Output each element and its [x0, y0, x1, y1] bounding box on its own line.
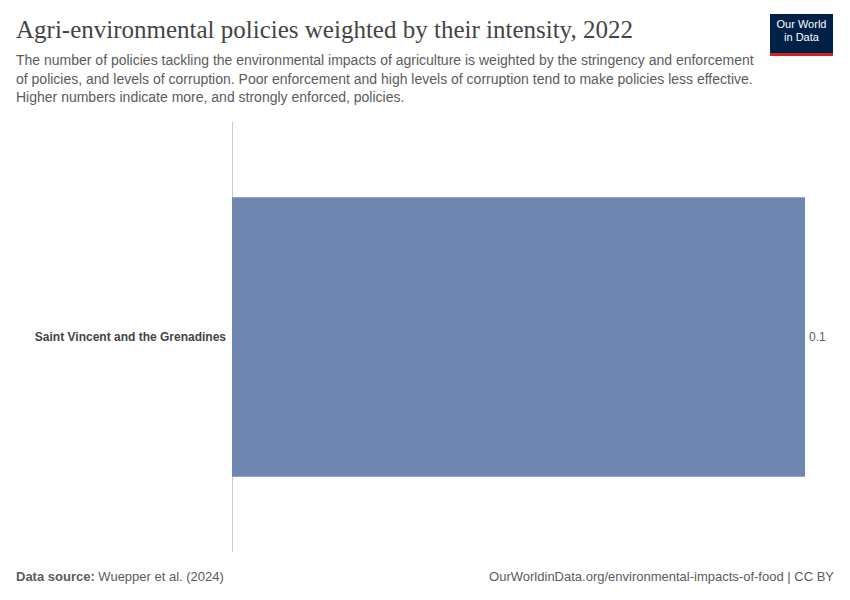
html-text:in Data: in Data: [784, 31, 819, 43]
html-text:OurWorldinData.org/environment: OurWorldinData.org/environmental-impacts…: [489, 569, 834, 584]
html-text:Data source: Wuepper et al. (2: Data source: Wuepper et al. (2024): [16, 569, 224, 584]
html-text:Agri-environmental policies we: Agri-environmental policies weighted by …: [16, 16, 633, 43]
svg-text:0.1: 0.1: [809, 330, 826, 344]
svg-text:Saint Vincent and the Grenadin: Saint Vincent and the Grenadines: [35, 330, 226, 344]
html-text:The number of policies tacklin: The number of policies tackling the envi…: [16, 52, 754, 105]
html-text:Our World: Our World: [776, 18, 827, 30]
